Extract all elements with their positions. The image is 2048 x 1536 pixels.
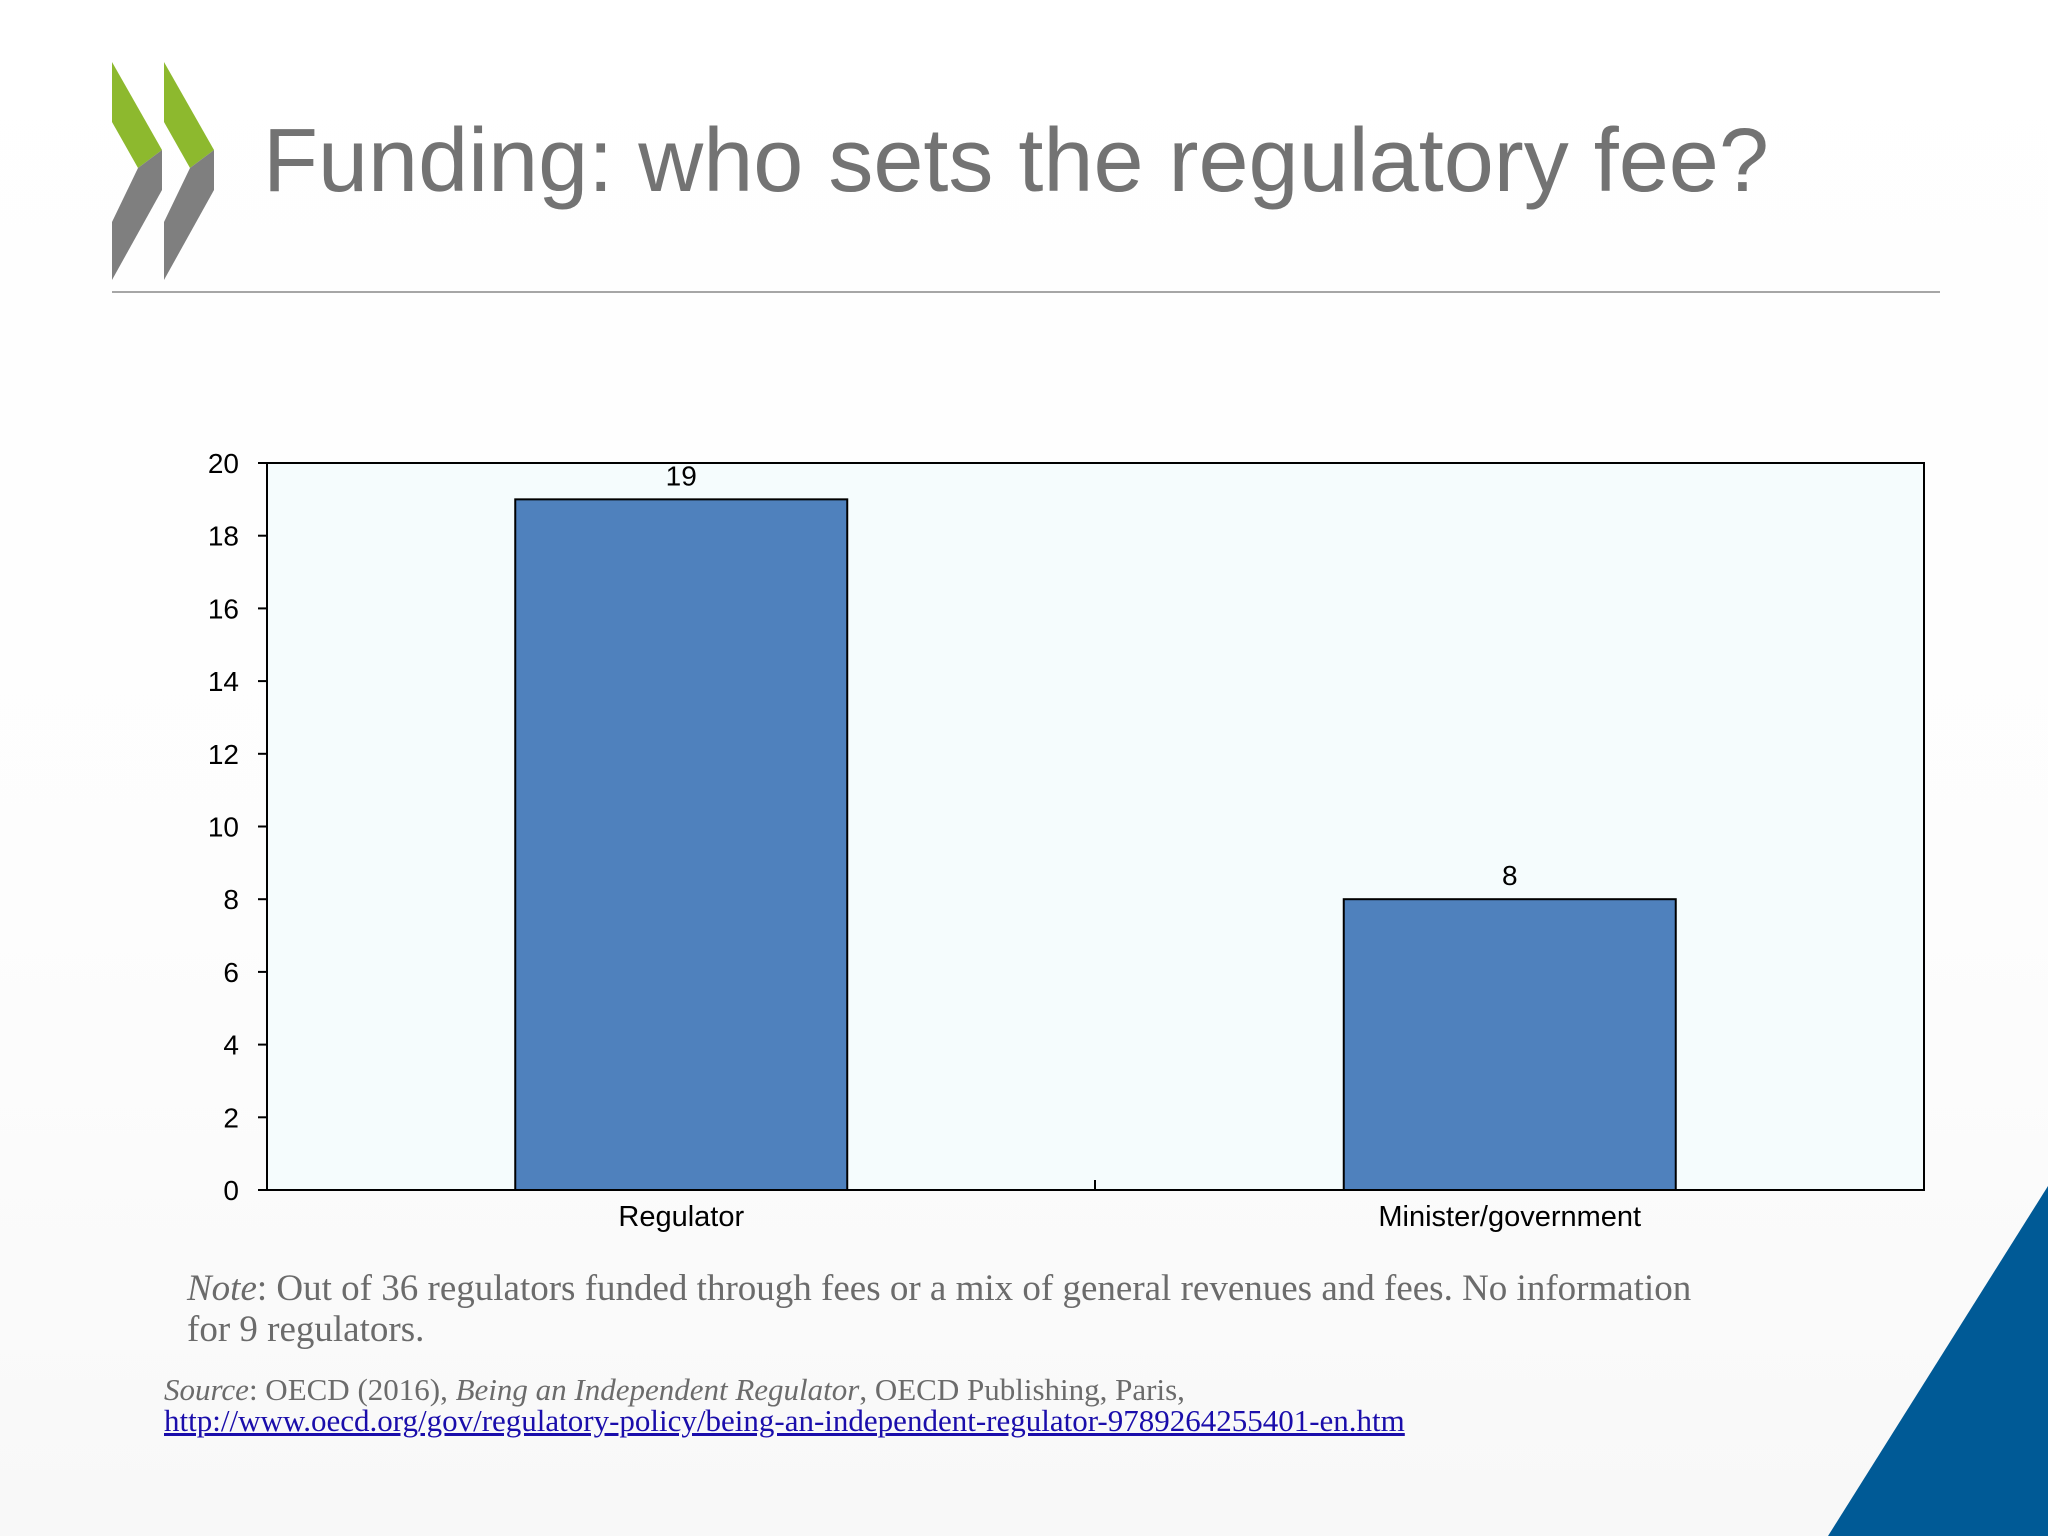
y-tick-label: 2 (223, 1102, 239, 1133)
y-tick-label: 10 (208, 812, 239, 843)
blue-corner-triangle (1828, 1186, 2048, 1536)
slide-title: Funding: who sets the regulatory fee? (263, 111, 1769, 211)
oecd-chevrons-icon (112, 62, 214, 280)
x-axis-labels: Regulator Minister/government (618, 1201, 1641, 1233)
bar-chart: 0 2 4 6 8 10 12 14 16 18 20 19 8 Regulator Minister/… (208, 448, 1925, 1233)
bar-data-label: 8 (1502, 860, 1518, 891)
y-tick-label: 0 (223, 1175, 239, 1206)
chart-note: Note: Out of 36 regulators funded throug… (187, 1268, 1707, 1350)
y-tick-label: 20 (208, 448, 239, 479)
x-category-label: Regulator (618, 1201, 744, 1233)
source-text-before: : OECD (2016), (248, 1372, 456, 1407)
note-label: Note (187, 1268, 257, 1309)
logo-green-chevron-right (164, 62, 214, 168)
source-publication: Being an Independent Regulator (455, 1372, 860, 1407)
logo-grey-chevron-right (164, 150, 214, 280)
source-label: Source (164, 1372, 249, 1407)
title-divider (112, 291, 1940, 293)
bars: 19 8 (514, 460, 1677, 1192)
chart-source: Source: OECD (2016), Being an Independen… (164, 1374, 1884, 1436)
corner-triangle-shape (1828, 1186, 2048, 1536)
source-text-after: , OECD Publishing, Paris, (859, 1372, 1185, 1407)
bar-minister-government (1342, 898, 1677, 1191)
y-tick-label: 12 (208, 739, 239, 770)
bar-data-label: 19 (666, 460, 697, 491)
y-tick-label: 4 (223, 1030, 239, 1061)
y-tick-label: 16 (208, 593, 239, 624)
logo-green-chevron-left (112, 62, 162, 168)
x-category-label: Minister/government (1378, 1201, 1641, 1233)
note-text: : Out of 36 regulators funded through fe… (187, 1268, 1692, 1350)
y-tick-label: 6 (223, 957, 239, 988)
bar-regulator (514, 498, 849, 1192)
y-axis-ticks: 0 2 4 6 8 10 12 14 16 18 20 (208, 448, 267, 1206)
logo-grey-chevron-left (112, 150, 162, 280)
y-tick-label: 8 (223, 884, 239, 915)
source-link[interactable]: http://www.oecd.org/gov/regulatory-polic… (164, 1403, 1405, 1438)
y-tick-label: 14 (208, 666, 239, 697)
y-tick-label: 18 (208, 521, 239, 552)
